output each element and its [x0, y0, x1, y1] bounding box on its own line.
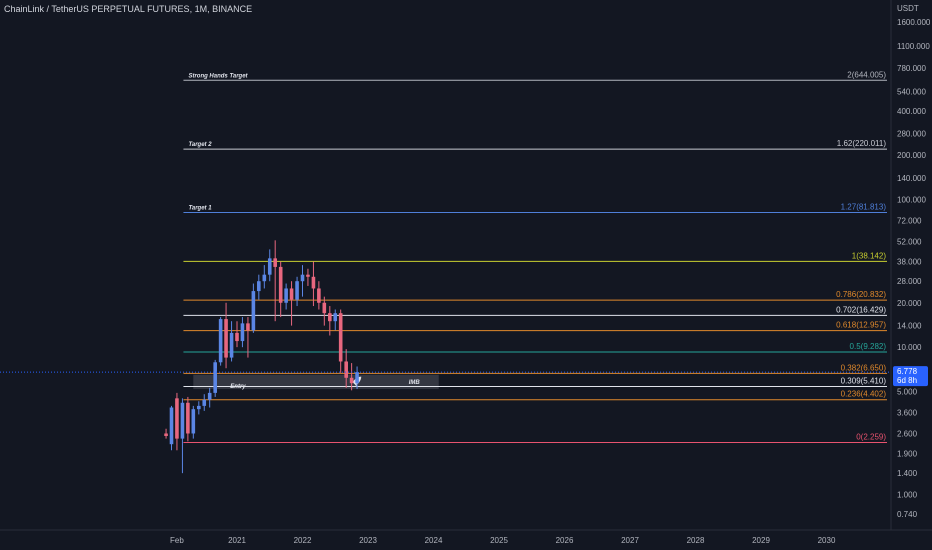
y-tick-label: 10.000: [897, 343, 922, 352]
y-tick-label: 780.000: [897, 64, 926, 73]
candle-body: [284, 288, 288, 303]
candle-body: [333, 313, 338, 322]
current-price-value: 6.778: [897, 367, 918, 376]
current-price-badge: [893, 366, 928, 387]
x-tick-label: 2022: [294, 536, 312, 545]
candle-body: [278, 266, 283, 303]
y-tick-label: 3.600: [897, 409, 918, 418]
candle-body: [164, 433, 168, 436]
y-tick-label: 38.000: [897, 258, 922, 267]
candle-body: [317, 288, 321, 303]
fib-level-label: 0.309(5.410): [841, 377, 887, 386]
x-tick-label: 2027: [621, 536, 639, 545]
candle-body: [207, 392, 212, 400]
fib-annotation-label: Strong Hands Target: [188, 73, 248, 79]
y-tick-label: 540.000: [897, 88, 926, 97]
y-tick-label: 52.000: [897, 238, 922, 247]
x-tick-label: 2025: [490, 536, 508, 545]
candle-body: [344, 361, 348, 378]
fib-level-label: 2(644.005): [847, 70, 886, 79]
candle-body: [175, 398, 179, 439]
candle-body: [267, 258, 272, 275]
y-tick-label: 1600.000: [897, 18, 931, 27]
y-tick-label: 28.000: [897, 277, 922, 286]
fib-level-label: 0.236(4.402): [841, 390, 887, 399]
candle-body: [224, 319, 228, 358]
y-tick-label: 72.000: [897, 217, 922, 226]
candle-body: [273, 258, 277, 267]
y-tick-label: 20.000: [897, 299, 922, 308]
fib-level-label: 1.27(81.813): [841, 203, 887, 212]
x-tick-label: 2023: [359, 536, 377, 545]
candle-body: [197, 405, 201, 410]
y-tick-label: 2.600: [897, 429, 918, 438]
fib-level-label: 0.618(12.957): [836, 321, 886, 330]
candle-body: [251, 291, 256, 331]
fib-level-label: 0.382(6.650): [841, 363, 887, 372]
candle-body: [295, 281, 299, 300]
fib-annotation-label: Target 1: [188, 206, 212, 212]
x-tick-label: Feb: [170, 536, 184, 545]
bar-countdown: 6d 8h: [897, 376, 917, 385]
fib-level-label: 1(38.142): [852, 251, 887, 260]
y-tick-label: 14.000: [897, 322, 922, 331]
entry-zone: [193, 374, 439, 390]
candle-body: [229, 332, 234, 358]
x-tick-label: 2021: [228, 536, 246, 545]
candle-body: [191, 409, 196, 434]
y-tick-label: 1.000: [897, 491, 918, 500]
candle-body: [355, 372, 359, 384]
candle-body: [218, 319, 223, 363]
candle-body: [289, 288, 294, 300]
x-tick-label: 2030: [818, 536, 836, 545]
x-tick-label: 2029: [752, 536, 770, 545]
y-tick-label: 1.900: [897, 450, 918, 459]
candle-body: [180, 402, 185, 439]
candle-body: [338, 313, 343, 362]
x-tick-label: 2026: [556, 536, 574, 545]
candle-body: [169, 407, 174, 445]
y-tick-label: 1.400: [897, 469, 918, 478]
price-axis-unit: USDT: [897, 4, 919, 13]
candle-body: [186, 402, 190, 434]
candle-body: [306, 274, 310, 277]
y-tick-label: 140.000: [897, 174, 926, 183]
entry-zone-right-label: IMB: [409, 380, 421, 386]
y-tick-label: 280.000: [897, 130, 926, 139]
candle-body: [311, 276, 316, 289]
y-tick-label: 100.000: [897, 196, 926, 205]
y-tick-label: 200.000: [897, 151, 926, 160]
chart-title: ChainLink / TetherUS PERPETUAL FUTURES, …: [4, 4, 253, 14]
candle-body: [213, 362, 217, 393]
candle-body: [246, 323, 250, 331]
candle-body: [328, 313, 332, 322]
y-tick-label: 1100.000: [897, 42, 930, 51]
candle-body: [300, 274, 305, 282]
candle-body: [257, 281, 261, 292]
y-tick-label: 5.000: [897, 388, 918, 397]
fib-level-label: 0.786(20.832): [836, 290, 886, 299]
x-tick-label: 2028: [687, 536, 705, 545]
x-tick-label: 2024: [425, 536, 443, 545]
y-tick-label: 0.740: [897, 510, 918, 519]
y-tick-label: 400.000: [897, 107, 926, 116]
candle-body: [322, 302, 327, 314]
candle-body: [262, 274, 267, 282]
candle-body: [202, 399, 207, 406]
fib-level-label: 0.702(16.429): [836, 305, 886, 314]
candle-body: [235, 332, 239, 342]
fib-level-label: 1.62(220.011): [837, 139, 887, 148]
candle-body: [240, 323, 245, 342]
fib-annotation-label: Target 2: [188, 142, 212, 148]
fib-level-label: 0(2.259): [856, 432, 886, 441]
candle-body: [349, 377, 354, 384]
fib-level-label: 0.5(9.282): [850, 342, 887, 351]
